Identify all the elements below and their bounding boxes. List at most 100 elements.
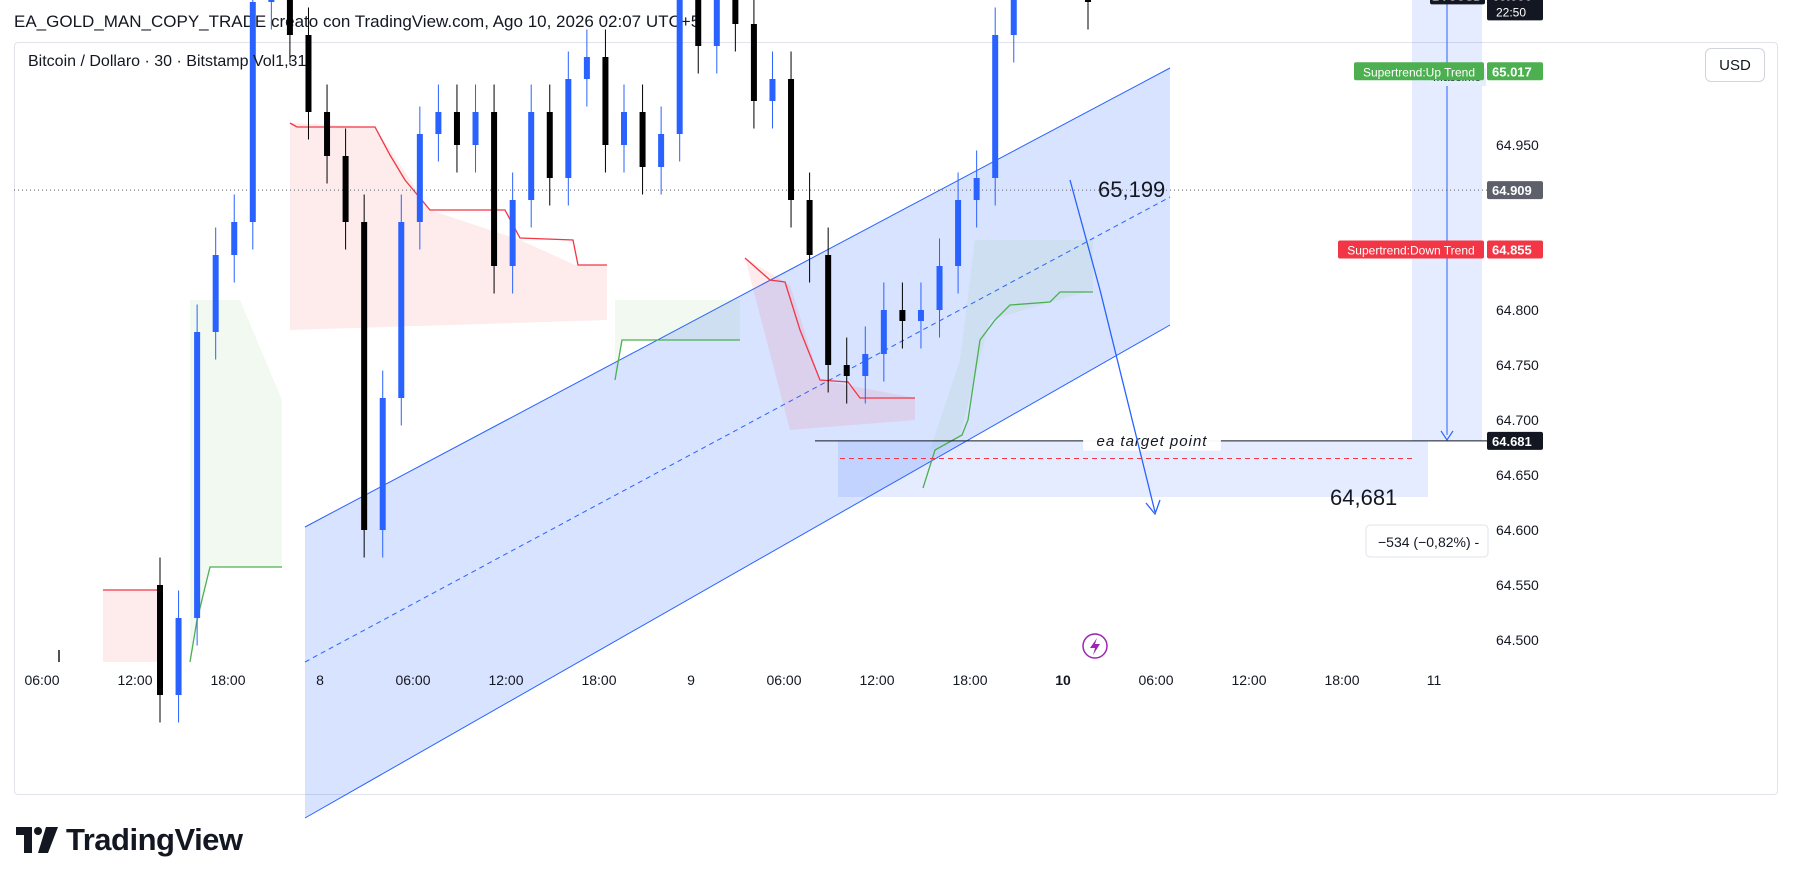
candle-body <box>639 112 646 167</box>
x-tick-label: 9 <box>687 672 695 688</box>
candle-body <box>453 112 460 145</box>
channel-mid-line <box>304 196 1171 663</box>
supertrend-down-fill-1 <box>103 590 157 662</box>
x-tick-label: 11 <box>1427 672 1442 688</box>
x-tick-label: 18:00 <box>581 672 616 688</box>
symbol-tag: BTCUSD <box>1432 0 1482 3</box>
candle-body <box>973 178 980 200</box>
candle-body <box>862 354 869 376</box>
projection-arrow-head <box>1440 430 1454 441</box>
candle-body <box>509 200 516 266</box>
candle-body <box>416 134 423 222</box>
candle-body <box>1085 0 1091 2</box>
dotted-level-price-tag: 64.909 <box>1492 183 1532 198</box>
candle-body <box>1010 0 1017 35</box>
x-tick-label: 06:00 <box>1138 672 1173 688</box>
x-tick-label: 8 <box>316 672 324 688</box>
candle-body <box>342 156 349 222</box>
x-tick-label: 12:00 <box>859 672 894 688</box>
supertrend-down-line-3 <box>744 257 915 399</box>
currency-button[interactable]: USD <box>1705 48 1765 82</box>
candle-body <box>843 365 850 376</box>
forecast-arrow-head <box>1145 499 1161 516</box>
candle-body <box>268 0 275 2</box>
channel-upper-line <box>304 67 1171 528</box>
candle-body <box>305 35 312 112</box>
countdown-tag: 22:50 <box>1496 5 1526 19</box>
y-tick-label: 64.600 <box>1496 522 1539 538</box>
measure-pill <box>1365 524 1489 558</box>
candle-body <box>472 112 479 145</box>
st-up-price-tag-bg <box>1487 62 1543 81</box>
target-price-tag-bg <box>1487 431 1543 450</box>
tradingview-logo-icon <box>16 827 58 853</box>
x-tick-label: 06:00 <box>395 672 430 688</box>
y-tick-label: 64.650 <box>1496 467 1539 483</box>
y-tick-label: 64.750 <box>1496 357 1539 373</box>
candle-body <box>788 79 795 200</box>
candle-body <box>175 618 182 695</box>
candle-body <box>955 200 962 266</box>
x-tick-label: 12:00 <box>117 672 152 688</box>
forecast-arrow <box>1069 179 1156 513</box>
candle-body <box>806 200 813 255</box>
st-up-tag-bg <box>1354 62 1484 81</box>
header-title: EA_GOLD_MAN_COPY_TRADE creato con Tradin… <box>14 12 701 31</box>
flash-icon <box>1090 638 1100 655</box>
supertrend-down-fill-2 <box>290 123 607 330</box>
candle-body <box>825 255 832 365</box>
candle-body <box>379 398 386 530</box>
current-price-tag-bg <box>1487 0 1543 21</box>
price-annotation-high: 65,199 <box>1098 177 1165 202</box>
x-tick-label: 10 <box>1055 672 1071 688</box>
candle-body <box>899 310 906 321</box>
candle-body <box>435 112 442 134</box>
dotted-level-price-tag-bg <box>1487 181 1543 200</box>
candle-body <box>212 255 219 332</box>
x-tick-label: 12:00 <box>488 672 523 688</box>
candle-body <box>658 134 665 167</box>
candle-body <box>602 57 609 145</box>
x-tick-label: 12:00 <box>1231 672 1266 688</box>
candle-body <box>194 332 201 618</box>
st-down-price-tag-bg <box>1487 240 1543 259</box>
candle-body <box>713 0 720 46</box>
candle-body <box>286 0 293 35</box>
supertrend-down-fill-3 <box>745 258 915 430</box>
target-label-bg <box>1083 429 1221 451</box>
y-tick-label: 64.700 <box>1496 412 1539 428</box>
symbol-tag-bg <box>1430 0 1485 5</box>
candle-body <box>583 57 590 79</box>
st-up-price-tag: 65.017 <box>1492 64 1532 79</box>
supertrend-up-line-3 <box>922 291 1093 489</box>
candle-body <box>750 24 757 101</box>
candle-body <box>769 79 776 101</box>
candle-body <box>157 585 163 695</box>
current-price-tag: 65.086 <box>1492 0 1532 3</box>
supertrend-up-fill-1 <box>190 300 282 660</box>
st-down-price-tag: 64.855 <box>1492 243 1532 258</box>
st-down-tag: Supertrend:Down Trend <box>1347 244 1474 258</box>
candle-body <box>249 2 256 222</box>
candle-body <box>231 222 238 255</box>
candle-body <box>398 222 405 398</box>
y-tick-label: 64.800 <box>1496 302 1539 318</box>
candle-body <box>621 112 627 145</box>
chart-frame[interactable] <box>14 42 1778 795</box>
candle-body <box>917 310 924 321</box>
candle-body <box>546 112 553 178</box>
candle-body <box>324 112 331 156</box>
logo-text: TradingView <box>66 822 243 857</box>
candle-body <box>695 0 702 46</box>
y-tick-label: 64.500 <box>1496 632 1539 648</box>
candle-body <box>676 0 683 134</box>
target-label: ea target point <box>1097 433 1208 450</box>
supertrend-up-line-1 <box>189 566 282 663</box>
symbol-info: Bitcoin / Dollaro · 30 · Bitstamp Vol1,3… <box>28 53 307 70</box>
price-annotation-target: 64,681 <box>1330 485 1397 510</box>
supertrend-up-line-2 <box>614 339 740 381</box>
x-tick-label: 18:00 <box>1324 672 1359 688</box>
y-tick-label: 64.950 <box>1496 137 1539 153</box>
candle-body <box>565 79 572 178</box>
